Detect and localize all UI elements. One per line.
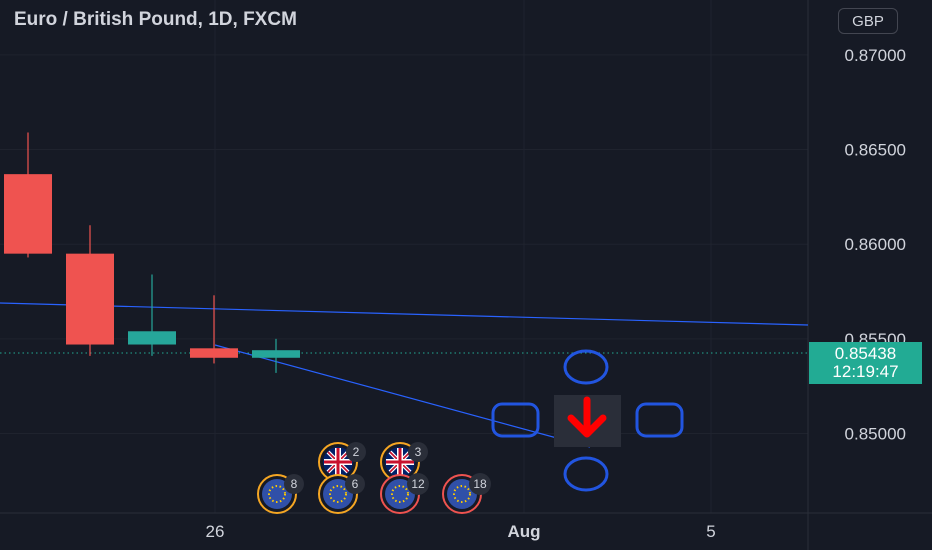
candle-body [252,350,300,358]
drawing-group[interactable] [491,349,684,492]
economic-events: 2 3 8 6 [257,442,491,514]
candle[interactable] [190,295,238,364]
candle[interactable] [4,132,52,258]
x-tick-label: 5 [706,522,715,541]
event-count: 8 [291,477,298,491]
candle-body [190,348,238,358]
event-count: 12 [411,477,425,491]
x-tick-label: Aug [507,522,540,541]
trendline-descending[interactable] [214,344,591,448]
last-price-label: 0.85438 12:19:47 [809,342,922,384]
event-count: 3 [415,445,422,459]
candle[interactable] [66,225,114,356]
event-count: 18 [473,477,487,491]
candle[interactable] [252,338,300,373]
drawing-ellipse-top[interactable] [563,349,609,385]
candle-body [128,331,176,345]
event-uk-1[interactable]: 2 [318,442,366,482]
event-uk-2[interactable]: 3 [380,442,428,482]
candle-body [4,174,52,254]
last-price-value: 0.85438 [834,344,897,363]
drawing-rect-left[interactable] [491,402,540,438]
y-tick-label: 0.85000 [845,424,906,443]
event-eu-1[interactable]: 8 [257,474,304,514]
bar-countdown: 12:19:47 [832,362,899,381]
y-tick-label: 0.87000 [845,46,906,65]
trendline-horizontal[interactable] [0,302,809,326]
drawing-ellipse-bottom[interactable] [563,456,609,492]
y-tick-label: 0.86500 [845,141,906,160]
event-eu-2[interactable]: 6 [318,474,365,514]
event-eu-3[interactable]: 12 [380,473,429,514]
candle[interactable] [128,274,176,356]
event-eu-4[interactable]: 18 [442,473,491,514]
currency-button[interactable]: GBP [838,8,898,34]
candle-body [66,253,114,345]
drawing-rect-right[interactable] [635,402,684,438]
y-tick-label: 0.86000 [845,235,906,254]
event-count: 2 [353,445,360,459]
event-count: 6 [352,477,359,491]
chart-title[interactable]: Euro / British Pound, 1D, FXCM [14,9,297,30]
x-tick-label: 26 [206,522,225,541]
down-arrow-icon[interactable] [567,396,607,438]
